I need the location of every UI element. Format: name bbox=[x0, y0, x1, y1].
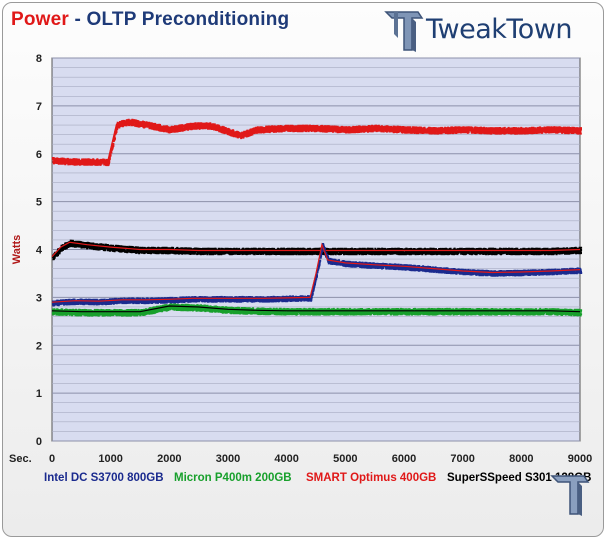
x-tick-label: 9000 bbox=[568, 453, 592, 465]
legend-item-superspeed: SuperSSpeed S301 128GB bbox=[447, 472, 592, 484]
legend-item-micron: Micron P400m 200GB bbox=[174, 472, 292, 484]
series-trend-line bbox=[51, 241, 581, 258]
series-4-points bbox=[51, 239, 583, 261]
grid-layer bbox=[52, 57, 580, 442]
series-scatter-marks bbox=[52, 243, 583, 307]
x-tick-label: 0 bbox=[49, 453, 55, 465]
x-tick-label: 5000 bbox=[333, 453, 357, 465]
chart-title: Power - OLTP Preconditioning bbox=[11, 9, 289, 31]
x-tick-label: 4000 bbox=[274, 453, 298, 465]
series-2-points bbox=[51, 303, 583, 317]
series-3-points bbox=[51, 118, 583, 167]
chart-title-power: Power bbox=[11, 9, 70, 30]
x-axis-label: Sec. bbox=[9, 453, 32, 465]
series-scatter-marks bbox=[51, 118, 583, 167]
tweaktown-logo: TweakTown bbox=[382, 8, 582, 54]
y-tick-label: 5 bbox=[36, 197, 42, 209]
y-tick-label: 6 bbox=[36, 149, 42, 161]
y-tick-label: 2 bbox=[36, 340, 42, 352]
y-tick-label: 1 bbox=[36, 388, 42, 400]
x-tick-label: 8000 bbox=[509, 453, 533, 465]
y-tick-label: 3 bbox=[36, 292, 42, 304]
x-tick-label: 7000 bbox=[450, 453, 474, 465]
y-axis-label: Watts bbox=[11, 235, 23, 265]
x-tick-label: 6000 bbox=[392, 453, 416, 465]
chart-title-subtitle: - OLTP Preconditioning bbox=[69, 9, 290, 30]
series-layer bbox=[51, 118, 583, 317]
legend-item-smart: SMART Optimus 400GB bbox=[306, 472, 437, 484]
series-trend-line bbox=[51, 120, 581, 163]
series-trend-line bbox=[51, 242, 581, 303]
tweaktown-badge-icon bbox=[550, 475, 590, 516]
y-tick-label: 7 bbox=[36, 101, 42, 113]
tweaktown-logo-icon bbox=[384, 11, 424, 52]
axis-layer: 0 1 2 3 4 5 6 7 8 0 1000 2000 3000 4000 5000 6000 7000 80… bbox=[36, 53, 592, 465]
tweaktown-logo-text: TweakTown bbox=[426, 14, 573, 45]
y-tick-label: 8 bbox=[36, 53, 42, 65]
legend-item-intel: Intel DC S3700 800GB bbox=[44, 472, 164, 484]
x-tick-label: 3000 bbox=[216, 453, 240, 465]
series-1-points bbox=[51, 242, 583, 307]
x-tick-label: 2000 bbox=[157, 453, 181, 465]
x-tick-label: 1000 bbox=[98, 453, 122, 465]
y-tick-label: 4 bbox=[36, 245, 43, 257]
series-trend-line bbox=[51, 305, 581, 313]
y-tick-label: 0 bbox=[36, 436, 42, 448]
